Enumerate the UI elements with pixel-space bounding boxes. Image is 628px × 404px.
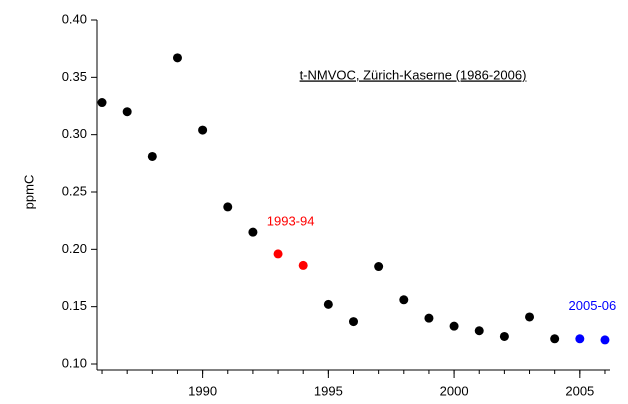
point — [198, 125, 208, 135]
annotation: t-NMVOC, Zürich-Kaserne (1986-2006) — [300, 67, 527, 82]
point — [600, 335, 610, 345]
y-axis-label: ppmC — [21, 175, 36, 210]
point — [499, 331, 509, 341]
point — [298, 260, 308, 270]
point — [172, 53, 182, 63]
point — [122, 107, 132, 117]
point — [147, 151, 157, 161]
point — [248, 227, 258, 237]
y-tick-label: 0.40 — [62, 11, 87, 26]
y-tick-label: 0.20 — [62, 241, 87, 256]
point — [97, 98, 107, 108]
point — [223, 202, 233, 212]
point — [474, 326, 484, 336]
y-tick-label: 0.10 — [62, 355, 87, 370]
x-tick-label: 1990 — [188, 383, 217, 398]
point — [399, 295, 409, 305]
point — [449, 321, 459, 331]
y-tick-label: 0.35 — [62, 69, 87, 84]
point — [525, 312, 535, 322]
point — [349, 317, 358, 327]
x-tick-label: 2005 — [565, 383, 594, 398]
point — [374, 262, 384, 272]
point — [550, 334, 560, 344]
x-tick-label: 1995 — [314, 383, 343, 398]
y-tick-label: 0.30 — [62, 126, 87, 141]
point — [273, 249, 283, 259]
point — [575, 334, 585, 344]
series-label: 1993-94 — [267, 213, 315, 228]
y-tick-label: 0.25 — [62, 183, 87, 198]
series-label: 2005-06 — [569, 298, 617, 313]
x-tick-label: 2000 — [440, 383, 469, 398]
point — [424, 313, 434, 323]
y-tick-label: 0.15 — [62, 298, 87, 313]
point — [323, 299, 333, 309]
